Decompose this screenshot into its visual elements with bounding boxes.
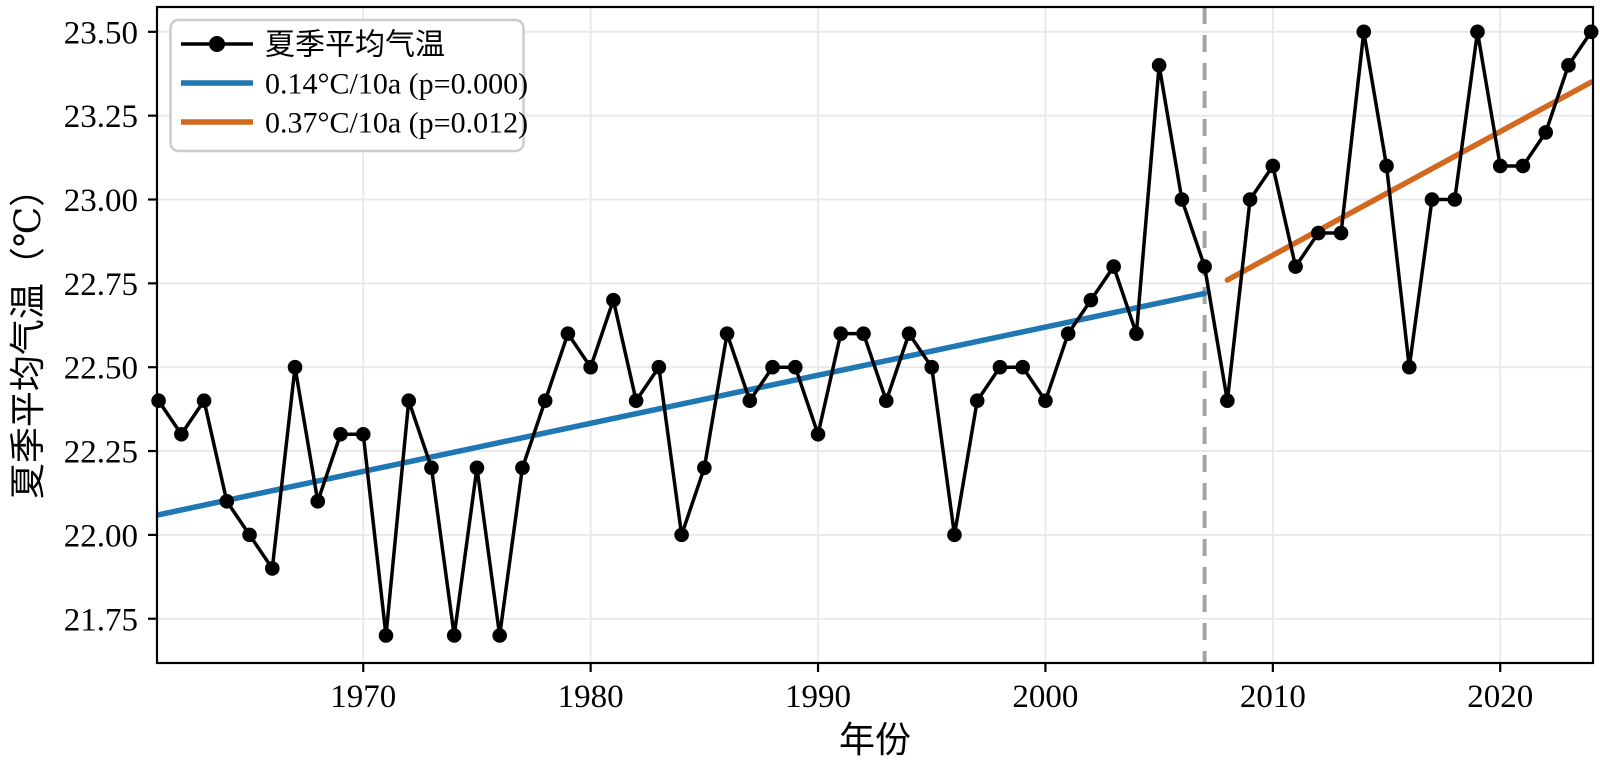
data-point — [1333, 225, 1349, 241]
legend-label: 0.14°C/10a (p=0.000) — [265, 68, 528, 101]
data-point — [787, 359, 803, 375]
data-point — [1561, 58, 1576, 73]
data-point — [1174, 192, 1190, 207]
data-point — [446, 628, 462, 643]
data-point — [242, 527, 257, 543]
y-tick-label: 23.25 — [64, 99, 138, 135]
plot-border — [155, 5, 1595, 665]
data-point — [1060, 326, 1076, 341]
data-point — [856, 326, 871, 341]
data-point — [1151, 58, 1167, 73]
trend-lines-layer — [155, 79, 1594, 518]
data-point — [1288, 259, 1303, 274]
data-point — [1492, 158, 1508, 174]
data-point — [151, 393, 166, 409]
data-point — [992, 359, 1008, 375]
data-point — [196, 393, 212, 409]
data-point — [469, 460, 485, 476]
data-point — [1265, 158, 1281, 174]
data-point — [651, 359, 667, 375]
data-point — [697, 460, 712, 476]
legend-marker-dot — [209, 36, 225, 52]
data-point — [1311, 225, 1326, 241]
data-point — [606, 292, 621, 308]
data-point — [1197, 259, 1212, 274]
axes-layer — [148, 5, 1595, 672]
data-point — [219, 494, 235, 509]
data-point — [174, 426, 189, 442]
data-point — [1242, 192, 1258, 207]
data-point — [742, 393, 758, 409]
y-axis-label: 夏季平均气温（℃） — [8, 171, 48, 499]
x-tick-label: 2010 — [1240, 679, 1306, 715]
y-tick-label: 22.25 — [64, 435, 138, 471]
data-point — [264, 561, 280, 576]
data-point — [583, 359, 598, 375]
data-point — [1538, 125, 1554, 140]
data-point — [1583, 24, 1599, 40]
data-point — [1401, 359, 1417, 375]
data-point — [333, 426, 348, 442]
data-point — [1424, 192, 1440, 207]
legend-box — [169, 18, 525, 153]
data-point — [355, 426, 371, 442]
data-point — [901, 326, 917, 341]
x-tick-label: 1990 — [785, 679, 851, 715]
data-point — [492, 628, 507, 643]
data-point — [947, 527, 962, 543]
y-tick-label: 21.75 — [64, 602, 138, 638]
data-point — [537, 393, 553, 409]
data-point — [424, 460, 439, 476]
data-point — [1470, 24, 1485, 40]
data-point — [628, 393, 644, 409]
data-point — [1379, 158, 1394, 174]
data-point — [1356, 24, 1372, 40]
data-point — [1038, 393, 1053, 409]
data-point — [1106, 259, 1121, 274]
data-point — [515, 460, 530, 476]
temperature-line — [157, 30, 1593, 638]
data-point — [765, 359, 780, 375]
trend-line — [155, 290, 1208, 518]
data-point — [674, 527, 689, 543]
data-point — [1015, 359, 1030, 375]
data-point — [1220, 393, 1235, 409]
data-point — [378, 628, 394, 643]
data-point — [1129, 326, 1144, 341]
x-tick-label: 2020 — [1467, 679, 1533, 715]
data-point — [878, 393, 894, 409]
trend-line — [1224, 79, 1594, 283]
data-point — [1515, 158, 1531, 174]
x-tick-label: 1980 — [558, 679, 624, 715]
data-point — [1447, 192, 1463, 207]
data-point — [719, 326, 735, 341]
legend: 夏季平均气温 0.14°C/10a (p=0.000) 0.37°C/10a (p=… — [169, 18, 528, 153]
tick-labels-layer: 1970 1980 1990 2000 2010 2020 21.75 22.00 22.25 2… — [64, 15, 1533, 715]
data-point — [310, 494, 326, 509]
y-tick-label: 22.00 — [64, 518, 138, 554]
x-tick-label: 2000 — [1012, 679, 1078, 715]
x-axis-label: 年份 — [839, 720, 911, 760]
data-point — [560, 326, 576, 341]
x-tick-label: 1970 — [330, 679, 396, 715]
y-tick-label: 22.75 — [64, 267, 138, 303]
y-tick-label: 22.50 — [64, 351, 138, 387]
y-tick-label: 23.50 — [64, 15, 138, 51]
data-series-layer — [151, 24, 1599, 643]
data-point — [924, 359, 940, 375]
legend-label: 0.37°C/10a (p=0.012) — [265, 107, 528, 140]
y-tick-label: 23.00 — [64, 183, 138, 219]
data-point — [1083, 292, 1099, 308]
data-point — [810, 426, 826, 442]
data-point — [287, 359, 303, 375]
data-point — [969, 393, 985, 409]
data-point — [833, 326, 849, 341]
legend-label: 夏季平均气温 — [265, 29, 445, 62]
data-point — [401, 393, 417, 409]
